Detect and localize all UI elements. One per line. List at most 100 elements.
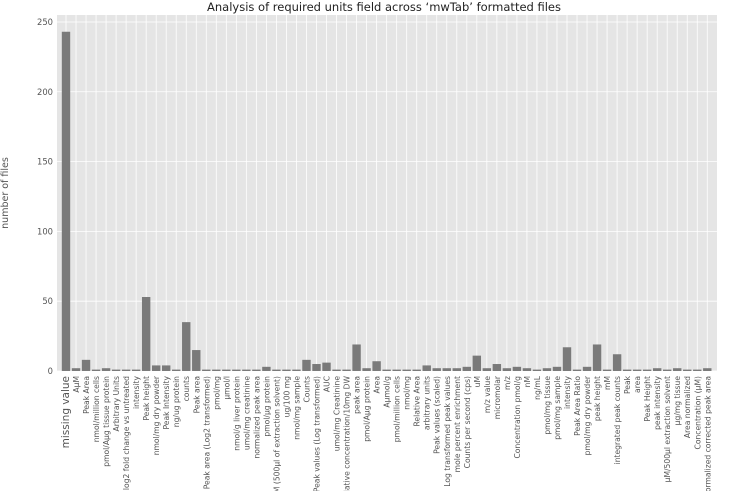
- bar: [663, 369, 672, 371]
- bar: [642, 369, 652, 371]
- bar: [512, 366, 522, 371]
- bar: [432, 368, 441, 371]
- bar: [683, 369, 692, 371]
- x-tick-label: Peak: [623, 375, 632, 394]
- bar: [242, 369, 251, 371]
- bar: [202, 369, 211, 371]
- x-tick-label: nmol/million cells: [92, 376, 101, 442]
- bar: [212, 369, 221, 371]
- bar: [121, 369, 131, 371]
- bar: [192, 350, 201, 371]
- bar: [162, 365, 171, 371]
- x-tick-label: µM (500µl of extraction solvent): [272, 376, 281, 491]
- bar: [452, 368, 461, 371]
- y-tick-label: 50: [42, 296, 53, 306]
- bar: [232, 369, 241, 371]
- x-tick-label: ng/ug protein: [172, 376, 181, 427]
- x-tick-label: pmol/mg dry powder: [583, 375, 592, 455]
- x-tick-label: log2 fold change vs untreated: [122, 376, 131, 490]
- bar-layer: [61, 31, 712, 372]
- x-tick-label: intensity: [563, 376, 572, 409]
- x-tick-label: m/z value: [483, 376, 492, 413]
- x-tick-label: nmol/mg: [403, 376, 412, 410]
- bar: [542, 368, 552, 371]
- bar: [222, 369, 231, 371]
- bar: [442, 368, 451, 371]
- x-tick-label: Peak area (Log2 transformed): [202, 376, 211, 489]
- x-tick-label: umol/mg Creatinine: [333, 376, 342, 452]
- bar: [111, 369, 121, 371]
- x-tick-label: pmol/million cells: [393, 376, 402, 442]
- x-tick-label: µg/mg tissue: [673, 376, 682, 426]
- bar: [622, 369, 632, 371]
- x-tick-label: arbitrary units: [423, 376, 432, 430]
- bar: [693, 369, 702, 371]
- x-tick-label: Arbitrary Units: [112, 376, 121, 431]
- bar: [272, 369, 281, 371]
- bar: [582, 366, 592, 371]
- x-tick-label: relative concentration/10mg DW: [343, 376, 352, 491]
- bar: [482, 368, 492, 371]
- y-axis-ticks: 0 50 100 150 200 250: [37, 17, 53, 376]
- bar: [322, 362, 331, 371]
- x-tick-label: Counts per second (cps): [463, 376, 472, 468]
- x-tick-label: Concentration pmol/g: [513, 376, 522, 459]
- grid-layer: [57, 15, 717, 372]
- bar: [342, 369, 351, 371]
- x-tick-label: missing value: [60, 376, 72, 448]
- bar: [292, 369, 301, 371]
- x-tick-label: counts: [182, 376, 191, 401]
- x-tick-label: pmol/Aµg protein: [363, 376, 372, 442]
- bar: [252, 369, 261, 371]
- x-tick-label: pmol/µg protein: [262, 376, 271, 437]
- x-tick-label: normalized corrected peak area: [703, 376, 712, 491]
- x-tick-label: AµM: [72, 376, 81, 393]
- bar: [422, 365, 431, 371]
- bar: [703, 368, 712, 371]
- bar: [673, 368, 682, 371]
- bar: [61, 31, 71, 372]
- x-tick-label: Aµmol/g: [383, 376, 392, 408]
- bar: [141, 297, 151, 371]
- y-tick-label: 250: [37, 17, 53, 27]
- bar: [552, 366, 562, 371]
- bar: [572, 369, 582, 371]
- x-tick-label: umol/mg creatinine: [242, 376, 251, 450]
- bar: [472, 355, 482, 371]
- x-tick-label: Peak values (scaled): [433, 376, 442, 454]
- x-tick-label: nmol/mg dry powder: [152, 375, 161, 455]
- bar: [412, 369, 421, 371]
- bar: [332, 369, 341, 371]
- x-tick-label: Area normalized: [683, 376, 692, 438]
- bar: [302, 359, 311, 371]
- bar: [91, 369, 101, 371]
- bar: [462, 366, 471, 371]
- x-tick-label: Relative Area: [413, 376, 422, 427]
- bar: [151, 365, 161, 371]
- x-tick-label: peak height: [593, 376, 602, 421]
- y-tick-label: 100: [37, 226, 53, 236]
- chart-title: Analysis of required units field across …: [207, 0, 561, 14]
- y-tick-label: 150: [37, 157, 53, 167]
- x-tick-label: uM: [473, 376, 482, 387]
- x-tick-label: Peak Intensity: [162, 375, 171, 429]
- y-tick-label: 200: [37, 87, 53, 97]
- x-tick-label: nmol/g liver protein: [232, 376, 241, 451]
- x-tick-label: mM: [603, 376, 612, 390]
- x-tick-label: µM/500µl extraction solvent: [663, 376, 672, 482]
- x-tick-label: ng/mL: [533, 375, 542, 400]
- x-tick-label: Peak Area Ratio: [573, 376, 582, 436]
- x-tick-label: integrated peak counts: [613, 376, 622, 464]
- bar: [282, 369, 291, 371]
- bar: [71, 368, 81, 371]
- x-tick-label: pmol/mg tissue: [543, 376, 552, 435]
- x-tick-label: pmol/Aµg tissue protein: [102, 376, 111, 467]
- x-tick-label: Peak values (Log transformed): [313, 376, 322, 491]
- x-tick-label: µmol/l: [222, 376, 231, 400]
- bar: [602, 369, 612, 371]
- bar: [172, 369, 181, 371]
- x-tick-label: pmol/mg: [212, 376, 221, 410]
- x-tick-label: micromolar: [493, 375, 502, 419]
- bar: [402, 369, 411, 371]
